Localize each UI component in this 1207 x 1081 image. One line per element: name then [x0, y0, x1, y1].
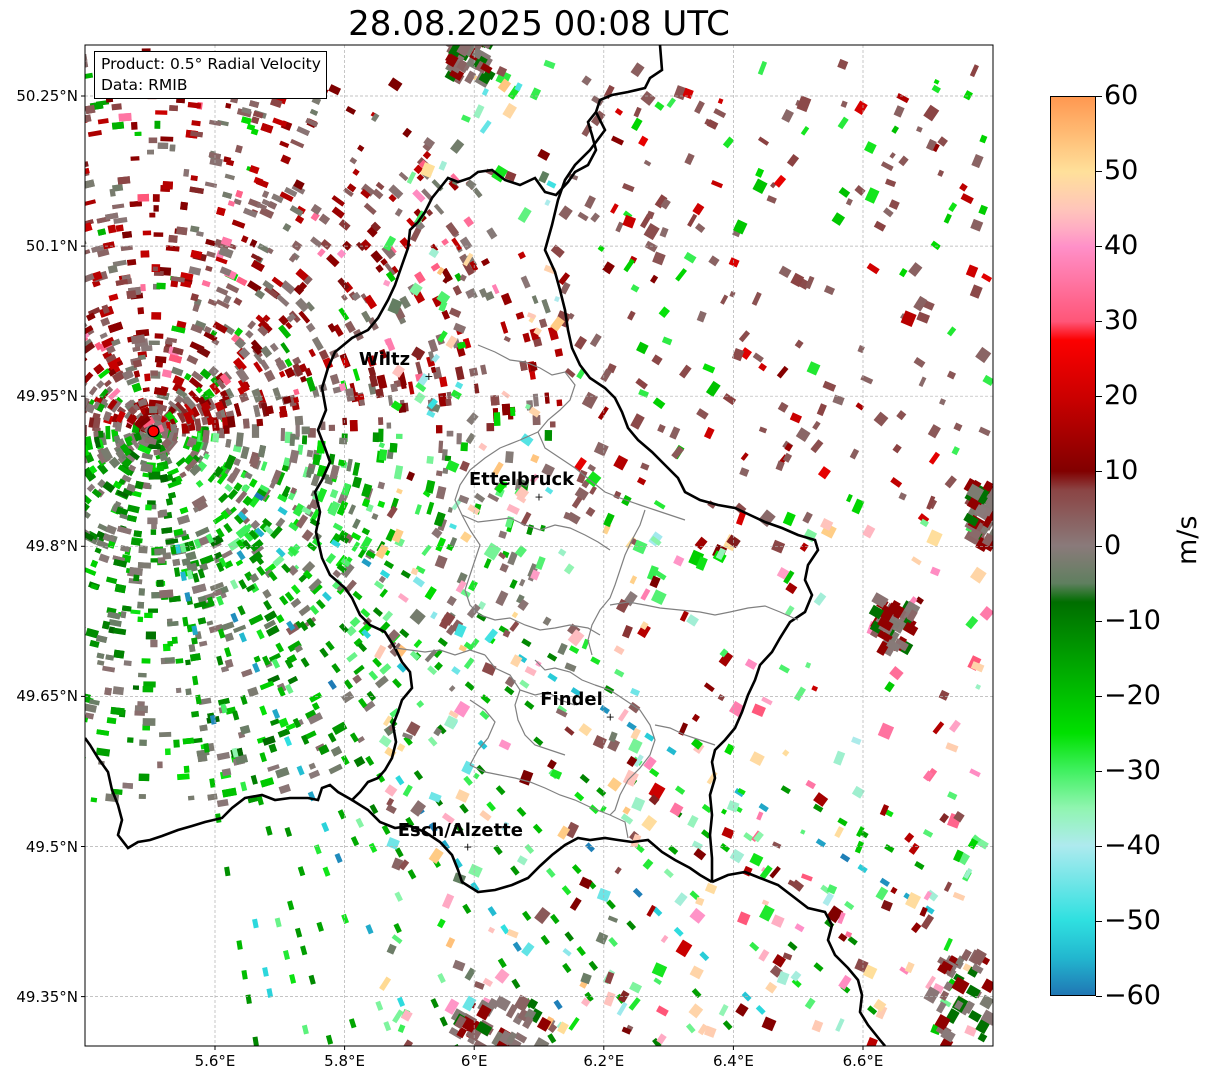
colorbar-tick-label: 10	[1104, 455, 1139, 486]
colorbar-tick	[1096, 396, 1102, 397]
colorbar-tick-label: 50	[1104, 155, 1139, 186]
lat-tick-label: 49.8°N	[25, 537, 78, 556]
canton-boundaries	[394, 344, 799, 839]
lon-tick-label: 6.6°E	[842, 1052, 884, 1070]
lon-tick-label: 5.6°E	[194, 1052, 236, 1070]
city-marker: +	[606, 710, 615, 723]
city-marker: +	[534, 490, 543, 503]
lon-tick-label: 6.4°E	[712, 1052, 754, 1070]
lon-tick-label: 6.2°E	[583, 1052, 625, 1070]
luxembourg-border-east	[543, 111, 820, 882]
lon-tick-label: 5.8°E	[324, 1052, 366, 1070]
axis-ticks	[81, 95, 864, 1050]
colorbar-tick	[1096, 546, 1102, 547]
lat-tick-label: 50.1°N	[25, 237, 78, 256]
lat-tick-label: 49.5°N	[25, 837, 78, 856]
map-frame	[84, 44, 994, 1047]
colorbar-tick	[1096, 846, 1102, 847]
map-title: 28.08.2025 00:08 UTC	[348, 4, 730, 44]
colorbar-tick	[1096, 696, 1102, 697]
colorbar-tick	[1096, 471, 1102, 472]
radar-site-marker	[147, 425, 160, 438]
colorbar-tick	[1096, 771, 1102, 772]
colorbar-tick-label: −30	[1104, 755, 1161, 786]
lon-tick-label: 6°E	[460, 1052, 488, 1070]
colorbar-tick-label: −60	[1104, 980, 1161, 1011]
colorbar-tick-label: −10	[1104, 605, 1161, 636]
colorbar-tick-label: 30	[1104, 305, 1139, 336]
graticule	[85, 45, 993, 1046]
colorbar-tick-label: 60	[1104, 80, 1139, 111]
velocity-colorbar	[1050, 96, 1096, 996]
lat-tick-label: 49.65°N	[16, 687, 78, 706]
colorbar-tick	[1096, 246, 1102, 247]
city-label: Ettelbruck	[469, 469, 575, 491]
lat-tick-label: 49.35°N	[16, 987, 78, 1006]
colorbar-tick-label: 20	[1104, 380, 1139, 411]
colorbar-tick	[1096, 996, 1102, 997]
colorbar-tick	[1096, 171, 1102, 172]
colorbar-tick-label: 0	[1104, 530, 1122, 561]
colorbar-tick	[1096, 621, 1102, 622]
luxembourg-border	[85, 45, 664, 850]
colorbar-tick	[1096, 921, 1102, 922]
colorbar-tick-label: −50	[1104, 905, 1161, 936]
data-source-label: Data: RMIB	[101, 76, 188, 94]
colorbar-tick	[1096, 321, 1102, 322]
city-marker: +	[463, 841, 472, 854]
radar-velocity-layer	[85, 45, 993, 1046]
colorbar-tick-label: −20	[1104, 680, 1161, 711]
colorbar-tick	[1096, 96, 1102, 97]
colorbar-tick-label: −40	[1104, 830, 1161, 861]
product-label: Product: 0.5° Radial Velocity	[101, 55, 321, 73]
france-germany-border	[711, 870, 886, 1046]
colorbar-unit-label: m/s	[1172, 515, 1203, 565]
city-label: Esch/Alzette	[397, 819, 523, 841]
colorbar-tick-label: 40	[1104, 230, 1139, 261]
city-label: Findel	[540, 689, 603, 711]
lat-tick-label: 49.95°N	[16, 387, 78, 406]
lat-tick-label: 50.25°N	[16, 87, 78, 105]
city-marker: +	[424, 370, 433, 383]
luxembourg-border-south	[351, 798, 713, 894]
info-box: Product: 0.5° Radial Velocity Data: RMIB	[94, 51, 327, 99]
city-label: Wiltz	[358, 349, 411, 371]
